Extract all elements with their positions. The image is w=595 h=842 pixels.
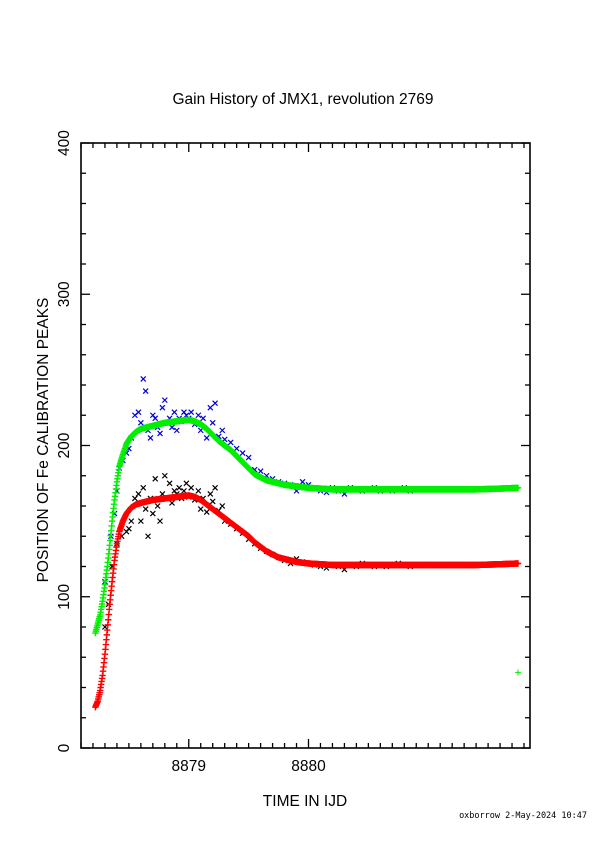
- data-point: [169, 424, 175, 431]
- data-point: [176, 484, 183, 491]
- data-point: [212, 484, 219, 491]
- y-tick-label: 200: [56, 432, 73, 458]
- data-marks: [92, 376, 522, 711]
- data-point: [212, 400, 219, 407]
- data-point: [195, 412, 202, 419]
- data-point: [188, 409, 195, 416]
- data-point: [203, 509, 210, 515]
- footer-credit: oxborrow 2-May-2024 10:47: [459, 811, 587, 821]
- data-point: [197, 506, 204, 512]
- y-tick-label: 300: [56, 281, 73, 307]
- data-point: [152, 415, 159, 422]
- y-tick-label: 400: [56, 130, 73, 156]
- data-point: [128, 518, 135, 525]
- series-0: [92, 416, 522, 637]
- data-point: [135, 490, 142, 497]
- axis-ticks: [80, 142, 530, 749]
- data-point: [219, 427, 226, 434]
- data-point: [152, 475, 159, 482]
- data-point: [137, 518, 144, 525]
- data-point: [145, 533, 151, 540]
- data-point: [157, 430, 163, 437]
- data-point: [188, 484, 195, 491]
- data-point: [200, 415, 207, 422]
- series-1: [92, 492, 522, 711]
- data-point: [239, 450, 246, 456]
- data-point: [219, 503, 226, 509]
- series-4: [515, 669, 522, 676]
- data-point: [227, 439, 234, 446]
- data-point: [140, 484, 147, 491]
- data-point: [166, 480, 173, 487]
- data-point: [142, 506, 149, 512]
- data-point: [195, 487, 202, 494]
- y-tick-label: 100: [56, 583, 73, 609]
- data-point: [171, 409, 178, 416]
- data-point: [140, 376, 147, 382]
- fit-point: [514, 560, 522, 567]
- data-point: [207, 404, 214, 411]
- plot-frame: [80, 142, 531, 749]
- x-tick-label: 8879: [172, 758, 206, 775]
- data-point: [137, 419, 144, 426]
- data-point: [147, 435, 154, 441]
- data-point: [125, 525, 132, 532]
- data-point: [169, 500, 175, 506]
- data-point: [131, 495, 138, 502]
- data-point: [207, 490, 214, 497]
- series-3: [102, 472, 420, 630]
- data-point: [157, 518, 163, 525]
- x-axis-label: TIME IN IJD: [263, 793, 347, 810]
- data-point: [149, 510, 156, 517]
- data-point: [257, 468, 264, 475]
- data-point: [233, 445, 240, 452]
- y-axis-label: POSITION OF Fe CALIBRATION PEAKS: [35, 298, 52, 583]
- data-point: [515, 669, 522, 676]
- data-point: [159, 404, 166, 411]
- data-point: [203, 435, 210, 441]
- fit-point: [514, 484, 522, 492]
- data-point: [245, 454, 252, 461]
- axis-tick-labels: 0 100 200 300 400 8879 8880: [56, 130, 326, 775]
- data-point: [209, 419, 216, 426]
- data-point: [209, 498, 216, 505]
- data-point: [183, 480, 190, 487]
- data-point: [154, 503, 161, 509]
- x-tick-label: 8880: [291, 758, 326, 775]
- data-point: [161, 472, 168, 479]
- data-point: [161, 397, 168, 404]
- data-point: [135, 409, 142, 416]
- data-point: [299, 478, 306, 485]
- data-point: [142, 388, 149, 394]
- data-point: [173, 427, 180, 434]
- y-tick-label: 0: [56, 743, 73, 752]
- chart-title: Gain History of JMX1, revolution 2769: [172, 91, 433, 108]
